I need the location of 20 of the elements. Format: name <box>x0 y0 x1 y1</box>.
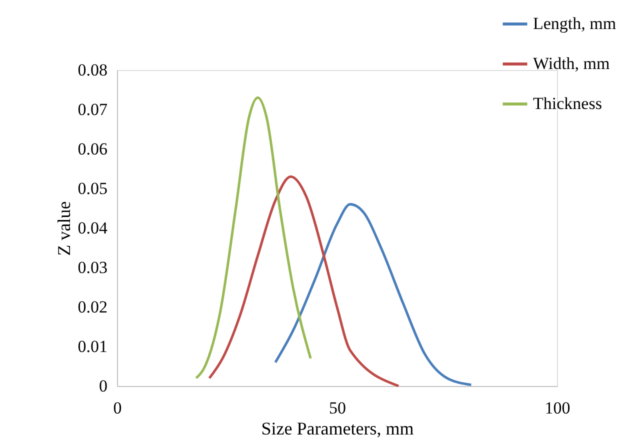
x-tick-label: 0 <box>113 398 122 418</box>
y-tick-label: 0.02 <box>78 298 108 316</box>
y-tick-label: 0.05 <box>78 179 108 198</box>
y-tick-label: 0.07 <box>78 100 108 119</box>
line-series <box>274 203 472 386</box>
y-tick-label: 0.03 <box>78 258 108 277</box>
y-axis-title: Z value <box>54 201 74 256</box>
y-tick-label: 0.08 <box>78 60 108 80</box>
legend-label: Thickness <box>533 94 602 113</box>
y-tick-label: 0.04 <box>78 218 108 238</box>
line-series <box>194 96 312 380</box>
legend-label: Width, mm <box>533 54 610 73</box>
legend-label: Length, mm <box>533 14 616 33</box>
line-series <box>208 175 400 388</box>
y-tick-label: 0.01 <box>78 337 108 356</box>
y-tick-label: 0.06 <box>78 140 108 158</box>
x-tick-label: 50 <box>329 398 346 418</box>
x-tick-label: 100 <box>544 398 570 418</box>
y-tick-label: 0 <box>99 376 108 396</box>
x-axis-title: Size Parameters, mm <box>261 418 414 438</box>
